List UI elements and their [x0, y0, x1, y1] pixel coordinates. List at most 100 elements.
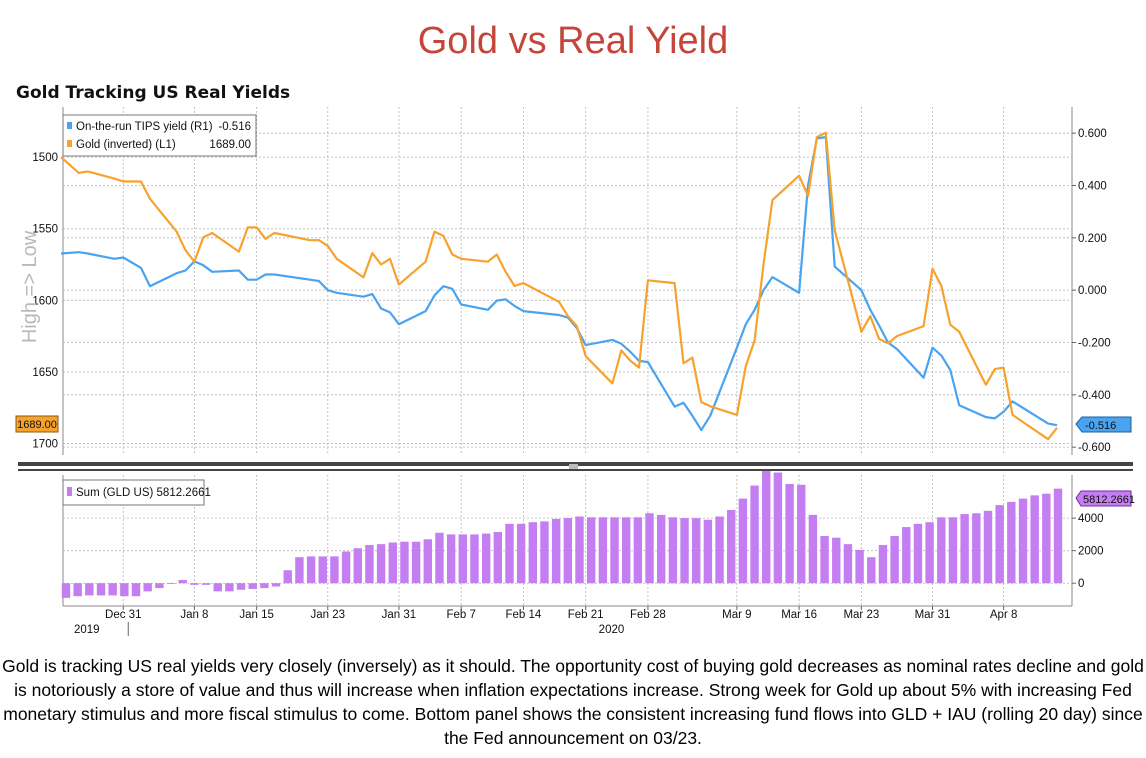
flow-bar — [715, 516, 724, 584]
flow-bar — [236, 583, 246, 590]
flow-bar — [785, 483, 794, 584]
flow-bar — [388, 542, 397, 584]
flow-bar — [890, 536, 899, 584]
flow-bar — [925, 522, 934, 584]
flow-bar — [330, 556, 339, 584]
x-tick-label: Mar 23 — [843, 609, 879, 621]
flow-bar — [843, 544, 853, 584]
flow-bar — [446, 534, 456, 584]
page-title: Gold vs Real Yield — [417, 20, 729, 62]
year-label: 2019 — [74, 624, 100, 636]
flow-bar — [1030, 495, 1039, 584]
flow-bar — [423, 539, 432, 584]
bottom-tick-label: 4000 — [1078, 513, 1104, 525]
chart-frames — [18, 107, 1133, 607]
flow-bar — [808, 514, 818, 584]
x-tick-label: Mar 16 — [781, 609, 817, 621]
flow-bar — [318, 556, 327, 584]
flow-bar — [773, 472, 783, 584]
x-tick-label: Feb 28 — [630, 609, 666, 621]
flow-bar — [353, 548, 362, 584]
flow-bar — [1018, 498, 1028, 584]
flow-bar — [832, 537, 841, 584]
flow-bar — [458, 534, 467, 584]
flow-bar — [1053, 488, 1063, 584]
flow-bar — [575, 516, 584, 584]
flow-bar — [306, 556, 316, 584]
x-tick-label: Mar 31 — [915, 609, 951, 621]
right-tick-label: -0.400 — [1078, 390, 1111, 402]
flow-bar — [516, 523, 526, 584]
flow-bar — [913, 523, 923, 584]
tips-last-value: -0.516 — [1085, 420, 1116, 432]
yield-gold-lines — [60, 131, 1058, 441]
flow-bar — [190, 583, 199, 585]
flow-bar — [867, 557, 876, 584]
right-tick-label: -0.200 — [1078, 337, 1111, 349]
flow-bar — [295, 557, 304, 584]
flow-bar — [727, 509, 736, 584]
flow-bar — [703, 519, 713, 584]
flow-bar — [143, 583, 152, 592]
flow-bar — [563, 518, 573, 584]
flow-bar — [213, 583, 222, 592]
flow-bar — [96, 583, 106, 596]
flow-bar — [551, 518, 561, 584]
x-tick-label: Jan 31 — [382, 609, 417, 621]
x-tick-label: Jan 8 — [180, 609, 208, 621]
right-tick-label: 0.000 — [1078, 285, 1107, 297]
left-tick-label: 1550 — [32, 224, 58, 236]
flow-bar — [225, 583, 234, 592]
flow-bar — [155, 583, 164, 589]
flow-bar — [505, 523, 514, 584]
flow-bar — [470, 534, 479, 584]
flow-bar — [120, 583, 129, 597]
flow-bar — [435, 532, 444, 584]
flow-bar — [855, 549, 864, 584]
bottom-tick-label: 0 — [1078, 578, 1084, 590]
flow-bar — [260, 583, 269, 589]
left-tick-label: 1700 — [32, 439, 58, 451]
legend-bottom: Sum (GLD US) 5812.2661 — [62, 479, 211, 506]
flow-bar — [365, 544, 374, 584]
flow-bar — [341, 551, 351, 584]
gold-inverted-line — [60, 131, 1058, 441]
flows-last-value-tag: 5812.2661 — [1075, 490, 1135, 507]
flow-bar — [983, 510, 993, 584]
flow-bar — [108, 583, 117, 596]
tips-legend-value: -0.516 — [218, 121, 251, 133]
flow-bar — [820, 536, 829, 584]
gold-legend-swatch — [67, 140, 72, 147]
flow-bar — [131, 583, 141, 597]
left-tick-label: 1500 — [32, 152, 58, 164]
flow-bar — [972, 513, 981, 584]
flow-bar — [1042, 493, 1051, 584]
flow-bar — [750, 485, 759, 584]
flow-bar — [400, 541, 409, 584]
flow-bar — [540, 521, 549, 584]
left-axis-label: High => Low — [19, 230, 41, 343]
flow-bar — [528, 522, 538, 584]
chart: 1500 1550 1600 1650 1700 0.600 0.400 0.200 0.000… — [15, 107, 1135, 636]
flow-bar — [85, 583, 94, 596]
right-tick-label: 0.400 — [1078, 180, 1107, 192]
right-tick-label: -0.600 — [1078, 442, 1111, 454]
flows-legend-swatch — [67, 487, 72, 496]
left-tick-label: 1650 — [32, 367, 58, 379]
flow-bar — [493, 531, 503, 584]
left-tick-label: 1600 — [32, 295, 58, 307]
tips-yield-line — [60, 136, 1058, 432]
flow-bar — [411, 541, 421, 584]
flow-bar — [633, 517, 643, 584]
chart-title: Gold Tracking US Real Yields — [16, 83, 291, 103]
tips-last-value-tag: -0.516 — [1075, 416, 1132, 433]
x-tick-label: Dec 31 — [105, 609, 141, 621]
flow-bar — [762, 470, 771, 584]
top-panel-grid — [63, 107, 1072, 455]
flow-bar — [692, 518, 701, 584]
flow-bar — [166, 583, 176, 585]
gold-legend-label: Gold (inverted) (L1) — [76, 139, 176, 151]
caption: Gold is tracking US real yields very clo… — [2, 656, 1144, 748]
x-tick-label: Feb 21 — [568, 609, 604, 621]
flow-bar — [680, 518, 689, 584]
